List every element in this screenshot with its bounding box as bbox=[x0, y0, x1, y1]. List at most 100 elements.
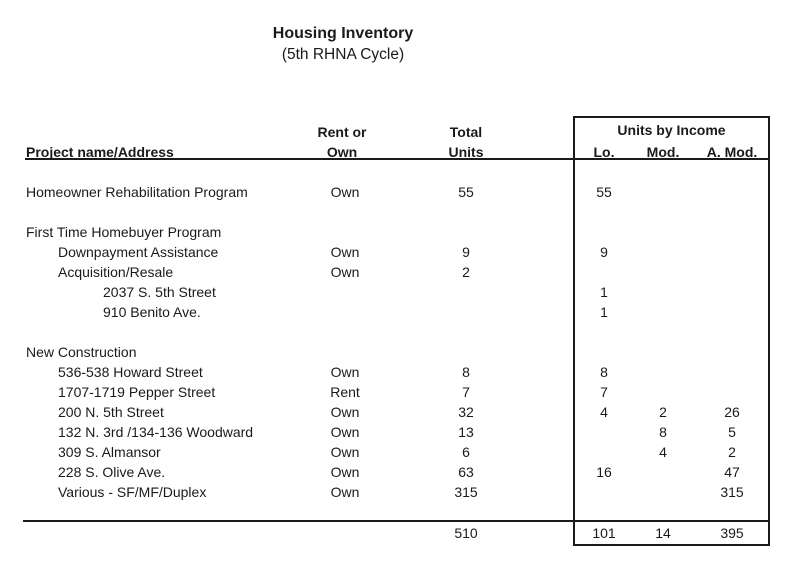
table-row: First Time Homebuyer Program bbox=[0, 222, 800, 242]
project-name: 132 N. 3rd /134-136 Woodward bbox=[58, 424, 254, 440]
project-name: New Construction bbox=[26, 344, 137, 360]
tenure-value: Rent bbox=[330, 384, 360, 400]
a-mod-units-value bbox=[699, 202, 765, 222]
tenure-value bbox=[305, 302, 385, 322]
project-name: 910 Benito Ave. bbox=[103, 304, 201, 320]
a-mod-units-value bbox=[699, 262, 765, 282]
total-units-value: 32 bbox=[458, 404, 474, 420]
page-title: Housing Inventory bbox=[272, 25, 414, 42]
total-units-value bbox=[426, 222, 506, 242]
lo-units-value: 1 bbox=[600, 304, 608, 320]
a-mod-units-value bbox=[699, 242, 765, 262]
header-project-name: Project name/Address bbox=[26, 144, 174, 160]
lo-units-value bbox=[573, 342, 635, 362]
lo-units-value: 16 bbox=[596, 464, 612, 480]
project-name: 536-538 Howard Street bbox=[58, 364, 203, 380]
header-rule bbox=[25, 158, 770, 160]
lo-units-value: 7 bbox=[600, 384, 608, 400]
mod-units-value bbox=[632, 202, 694, 222]
table-row: Homeowner Rehabilitation Program Own 55 55 bbox=[0, 182, 800, 202]
mod-units-value: 4 bbox=[659, 444, 667, 460]
header-mod: Mod. bbox=[646, 144, 680, 160]
project-name: 2037 S. 5th Street bbox=[103, 284, 216, 300]
header-a-mod: A. Mod. bbox=[706, 144, 758, 160]
project-name: 1707-1719 Pepper Street bbox=[58, 384, 216, 400]
tenure-value bbox=[305, 342, 385, 362]
table-row: 1707-1719 Pepper Street Rent 7 7 bbox=[0, 382, 800, 402]
total-units-value: 55 bbox=[458, 184, 474, 200]
project-name: Downpayment Assistance bbox=[58, 244, 219, 260]
table-row: 536-538 Howard Street Own 8 8 bbox=[0, 362, 800, 382]
totals-row: 510 101 14 395 bbox=[0, 523, 800, 543]
total-units-value bbox=[426, 282, 506, 302]
mod-units-value bbox=[632, 322, 694, 342]
table-row: 910 Benito Ave. 1 bbox=[0, 302, 800, 322]
project-name: Homeowner Rehabilitation Program bbox=[26, 184, 248, 200]
mod-units-value bbox=[632, 242, 694, 262]
header-units-by-income: Units by Income bbox=[617, 122, 726, 138]
a-mod-units-value: 5 bbox=[728, 424, 736, 440]
mod-units-value bbox=[632, 282, 694, 302]
tenure-value: Own bbox=[330, 464, 360, 480]
mod-units-value bbox=[632, 462, 694, 482]
a-mod-units-value bbox=[699, 342, 765, 362]
mod-units-value bbox=[632, 222, 694, 242]
tenure-value: Own bbox=[330, 404, 360, 420]
lo-units-value bbox=[573, 322, 635, 342]
table-row: 132 N. 3rd /134-136 Woodward Own 13 8 5 bbox=[0, 422, 800, 442]
tenure-value: Own bbox=[330, 184, 360, 200]
lo-units-value: 55 bbox=[596, 184, 612, 200]
totals-mod: 14 bbox=[655, 525, 671, 541]
table-row: 228 S. Olive Ave. Own 63 16 47 bbox=[0, 462, 800, 482]
tenure-value: Own bbox=[330, 424, 360, 440]
header-total: Total bbox=[449, 124, 483, 140]
lo-units-value bbox=[573, 262, 635, 282]
totals-rule bbox=[23, 520, 770, 522]
mod-units-value bbox=[632, 262, 694, 282]
total-units-value: 9 bbox=[462, 244, 470, 260]
mod-units-value bbox=[632, 342, 694, 362]
page-subtitle: (5th RHNA Cycle) bbox=[281, 46, 405, 63]
table-row: Acquisition/Resale Own 2 bbox=[0, 262, 800, 282]
table-row: 309 S. Almansor Own 6 4 2 bbox=[0, 442, 800, 462]
a-mod-units-value: 315 bbox=[720, 484, 744, 500]
totals-lo: 101 bbox=[592, 525, 616, 541]
lo-units-value bbox=[573, 482, 635, 502]
project-name: Acquisition/Resale bbox=[58, 264, 174, 280]
tenure-value: Own bbox=[330, 244, 360, 260]
a-mod-units-value bbox=[699, 182, 765, 202]
header-own: Own bbox=[326, 144, 358, 160]
a-mod-units-value: 47 bbox=[724, 464, 740, 480]
table-row: 200 N. 5th Street Own 32 4 2 26 bbox=[0, 402, 800, 422]
tenure-value bbox=[305, 322, 385, 342]
totals-a-mod: 395 bbox=[720, 525, 744, 541]
total-units-value: 8 bbox=[462, 364, 470, 380]
total-units-value: 315 bbox=[454, 484, 478, 500]
total-units-value bbox=[426, 322, 506, 342]
a-mod-units-value: 2 bbox=[728, 444, 736, 460]
a-mod-units-value bbox=[699, 282, 765, 302]
table-row-spacer bbox=[0, 322, 800, 342]
project-name: 200 N. 5th Street bbox=[58, 404, 164, 420]
tenure-value bbox=[305, 282, 385, 302]
mod-units-value bbox=[632, 302, 694, 322]
tenure-value: Own bbox=[330, 364, 360, 380]
lo-units-value: 9 bbox=[600, 244, 608, 260]
header-units: Units bbox=[448, 144, 484, 160]
a-mod-units-value bbox=[699, 322, 765, 342]
header-rent-or: Rent or bbox=[317, 124, 367, 140]
a-mod-units-value bbox=[699, 302, 765, 322]
total-units-value: 7 bbox=[462, 384, 470, 400]
lo-units-value bbox=[573, 422, 635, 442]
total-units-value bbox=[426, 202, 506, 222]
lo-units-value: 1 bbox=[600, 284, 608, 300]
a-mod-units-value bbox=[699, 382, 765, 402]
lo-units-value: 8 bbox=[600, 364, 608, 380]
totals-total-units: 510 bbox=[454, 525, 478, 541]
lo-units-value: 4 bbox=[600, 404, 608, 420]
mod-units-value bbox=[632, 182, 694, 202]
a-mod-units-value bbox=[699, 362, 765, 382]
lo-units-value bbox=[573, 202, 635, 222]
total-units-value bbox=[426, 302, 506, 322]
